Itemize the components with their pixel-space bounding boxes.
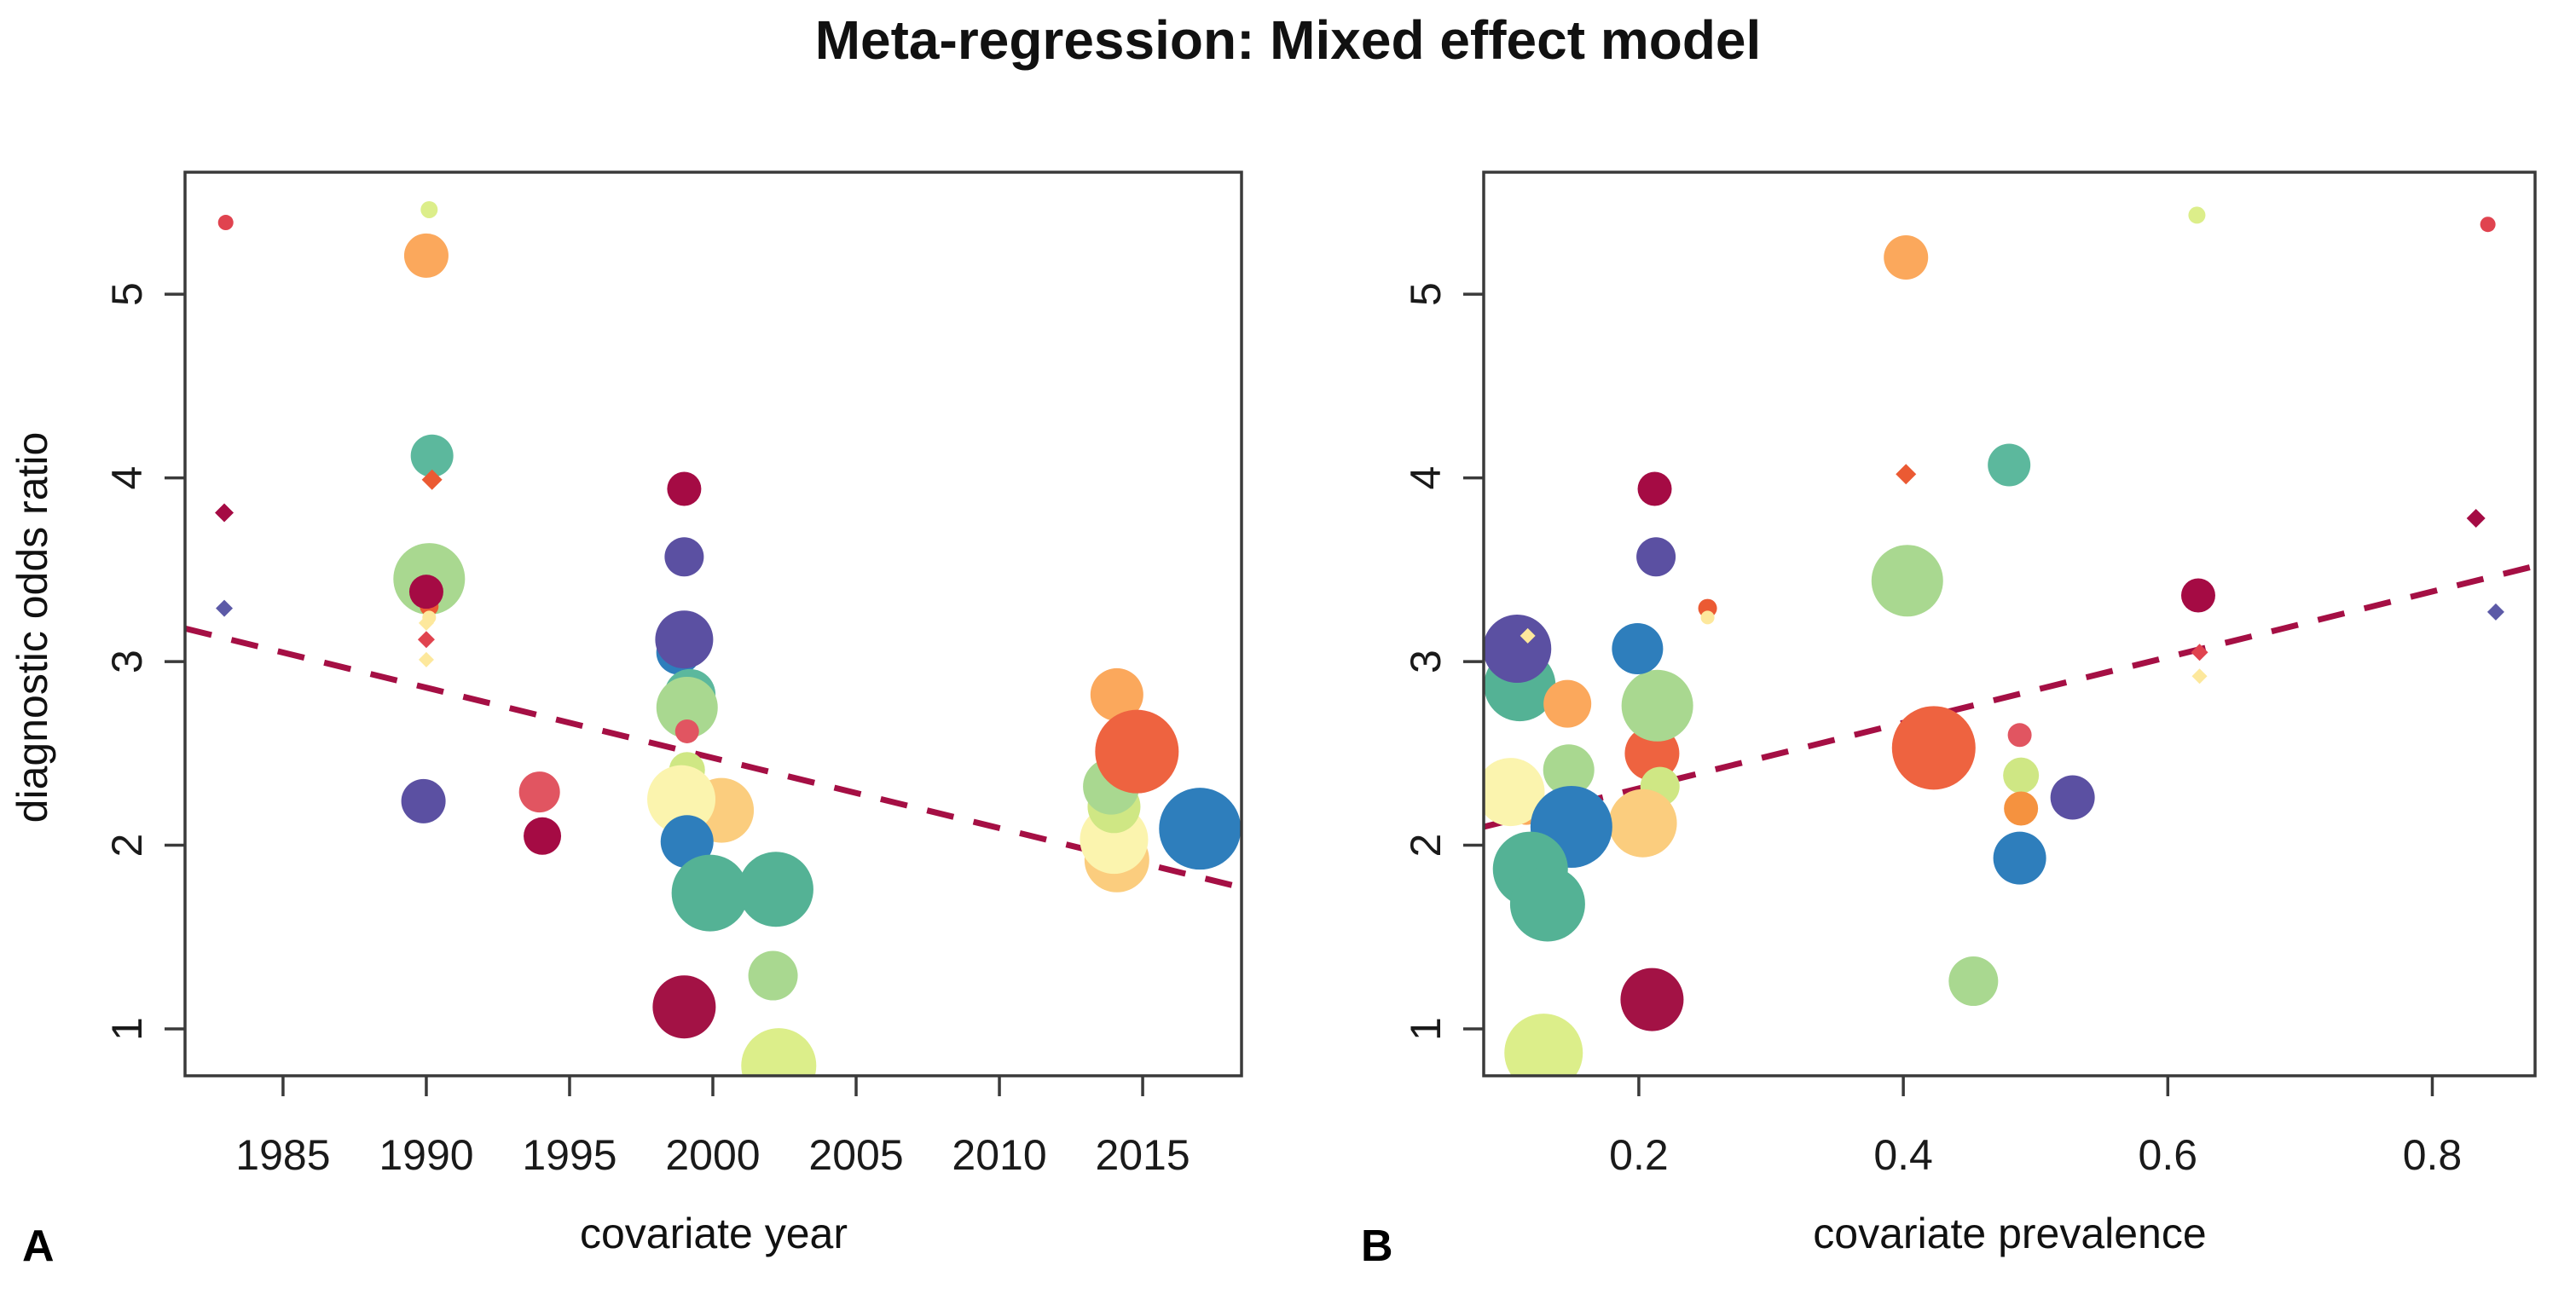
x-axis-title-panel-b: covariate prevalence — [1813, 1210, 2207, 1257]
data-point-bubble — [2004, 791, 2039, 826]
x-tick-label: 0.2 — [1609, 1131, 1669, 1179]
data-point-bubble — [652, 975, 716, 1039]
data-point-bubble — [1090, 667, 1143, 721]
data-point-bubble — [656, 676, 718, 738]
data-point-bubble — [1871, 545, 1943, 617]
data-point-diamond — [2191, 668, 2208, 685]
panel-b-border — [1482, 170, 2537, 1077]
data-point-diamond — [421, 469, 443, 490]
data-point-bubble — [217, 215, 234, 231]
x-tick-label: 1985 — [235, 1131, 330, 1179]
data-point-bubble — [1159, 788, 1242, 870]
x-tick-label: 0.6 — [2139, 1131, 2198, 1179]
data-point-diamond — [417, 631, 435, 649]
y-tick-label: 4 — [1402, 466, 1450, 490]
y-tick-label: 3 — [103, 650, 151, 673]
data-point-diamond — [2191, 644, 2208, 661]
data-point-bubble — [1993, 831, 2046, 885]
data-point-bubble — [1608, 789, 1677, 858]
data-point-bubble — [1484, 614, 1552, 683]
data-point-bubble — [2007, 723, 2032, 748]
data-point-bubble — [1543, 744, 1595, 796]
y-tick-label: 3 — [1402, 650, 1450, 673]
data-point-bubble — [748, 950, 798, 1001]
x-tick-label: 0.8 — [2403, 1131, 2463, 1179]
x-tick-label: 2010 — [952, 1131, 1046, 1179]
x-tick-label: 2015 — [1095, 1131, 1190, 1179]
data-point-bubble — [401, 778, 446, 823]
data-point-bubble — [410, 434, 454, 477]
data-point-bubble — [1637, 471, 1672, 506]
data-point-bubble — [1988, 443, 2031, 487]
y-tick-label: 5 — [103, 282, 151, 306]
y-tick-label: 1 — [103, 1017, 151, 1041]
data-point-diamond — [2486, 603, 2504, 621]
data-point-bubble — [1636, 537, 1676, 577]
data-point-bubble — [1504, 1014, 1583, 1076]
x-tick-label: 2000 — [665, 1131, 760, 1179]
data-point-bubble — [674, 719, 699, 743]
x-tick-label: 2005 — [808, 1131, 903, 1179]
data-point-bubble — [420, 200, 438, 218]
data-point-bubble — [524, 817, 562, 855]
data-point-bubble — [738, 852, 813, 927]
x-axis-title-panel-a: covariate year — [579, 1210, 848, 1257]
data-point-bubble — [671, 854, 749, 932]
data-point-bubble — [408, 575, 443, 609]
y-tick-label: 1 — [1402, 1017, 1450, 1041]
data-point-bubble — [1612, 622, 1664, 674]
y-tick-label: 5 — [1402, 282, 1450, 306]
data-point-bubble — [741, 1028, 817, 1076]
data-point-bubble — [660, 815, 714, 869]
y-tick-label: 4 — [103, 466, 151, 490]
panel-a-label: A — [22, 1222, 55, 1271]
data-point-diamond — [2466, 508, 2486, 528]
data-point-bubble — [1621, 669, 1693, 742]
data-point-diamond — [215, 503, 234, 523]
regression-line — [1484, 563, 2535, 830]
data-point-bubble — [1620, 968, 1684, 1031]
x-tick-label: 1995 — [522, 1131, 617, 1179]
data-point-bubble — [2050, 775, 2095, 820]
data-point-diamond — [216, 599, 234, 617]
data-point-bubble — [647, 765, 716, 834]
data-point-bubble — [655, 610, 714, 669]
data-point-bubble — [403, 233, 449, 278]
y-tick-label: 2 — [1402, 834, 1450, 858]
data-point-diamond — [418, 615, 434, 631]
panel-a-border — [183, 170, 1243, 1077]
x-tick-label: 0.4 — [1873, 1131, 1933, 1179]
data-point-bubble — [1884, 234, 1929, 280]
data-point-bubble — [2180, 578, 2215, 613]
data-point-bubble — [1700, 610, 1715, 625]
panel-b-plot-area — [1484, 206, 2535, 1076]
data-point-bubble — [2188, 206, 2206, 224]
data-point-bubble — [2003, 757, 2040, 794]
data-point-bubble — [518, 771, 560, 813]
regression-line — [185, 625, 1242, 891]
data-point-bubble — [1509, 866, 1585, 942]
data-point-bubble — [664, 537, 704, 577]
data-point-bubble — [667, 471, 702, 506]
panel-b-label: B — [1361, 1222, 1393, 1271]
data-point-bubble — [1948, 956, 1999, 1007]
data-point-bubble — [1484, 758, 1545, 827]
panel-a-plot-area — [185, 200, 1242, 1076]
chart-title: Meta-regression: Mixed effect model — [814, 9, 1762, 71]
data-point-diamond — [418, 651, 434, 667]
data-point-diamond — [1896, 464, 1917, 485]
y-axis-title: diagnostic odds ratio — [9, 431, 56, 823]
data-point-bubble — [2480, 217, 2496, 233]
y-tick-label: 2 — [103, 834, 151, 858]
data-point-bubble — [1095, 709, 1179, 794]
x-tick-label: 1990 — [379, 1131, 473, 1179]
data-point-bubble — [1543, 679, 1592, 728]
data-point-bubble — [1891, 706, 1976, 790]
data-point-diamond — [1520, 627, 1536, 644]
